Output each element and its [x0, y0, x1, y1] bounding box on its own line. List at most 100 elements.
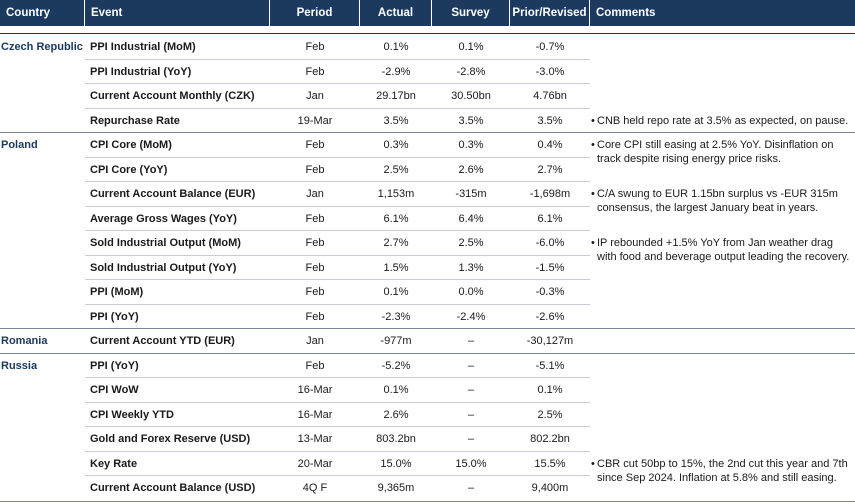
cell-actual: 15.0%	[380, 457, 412, 470]
cell-actual: 803.2bn	[376, 433, 416, 445]
country: Poland	[1, 139, 38, 151]
cell-survey: -2.4%	[456, 310, 486, 323]
cell-prior: -2.6%	[535, 310, 565, 323]
cell-survey: -315m	[455, 188, 487, 200]
cell-actual: 0.1%	[383, 286, 409, 298]
cell-survey: 15.0%	[455, 457, 487, 470]
cell-prior: -1,698m	[529, 188, 571, 200]
cell-period: Feb	[305, 310, 325, 323]
cell-actual: 2.7%	[383, 237, 409, 249]
cell-period: Feb	[305, 237, 325, 249]
cell-prior: -5.1%	[535, 359, 565, 372]
event: Current Account Balance (EUR)	[90, 188, 256, 200]
cell-survey: 0.1%	[458, 41, 484, 53]
cell-prior: 9,400m	[531, 482, 569, 494]
row-rule	[85, 230, 590, 231]
event: Key Rate	[90, 457, 138, 470]
cell-prior: 0.4%	[537, 139, 563, 151]
event: Current Account Balance (USD)	[90, 482, 256, 494]
cell-actual: 1.5%	[383, 261, 409, 274]
cell-period: Feb	[305, 212, 325, 225]
row-rule	[85, 83, 590, 84]
event: CPI Core (YoY)	[90, 163, 168, 176]
event: Gold and Forex Reserve (USD)	[90, 433, 251, 445]
event: PPI (MoM)	[90, 286, 144, 298]
row-rule	[85, 303, 590, 305]
cell-prior: 3.5%	[537, 114, 563, 127]
cell-survey: –	[467, 384, 475, 396]
cell-survey: 1.3%	[458, 261, 484, 274]
cell-period: 20-Mar	[297, 457, 333, 470]
header-cell: Period	[270, 0, 360, 26]
cell-survey: 2.6%	[458, 163, 484, 176]
cell-actual: 6.1%	[383, 212, 409, 225]
cell-period: Jan	[306, 335, 324, 347]
header-cell: Event	[85, 0, 270, 26]
cell-actual: 1,153m	[377, 188, 415, 200]
cell-period: 16-Mar	[297, 408, 333, 421]
row-rule	[85, 377, 590, 378]
cell-period: Feb	[305, 163, 325, 176]
cell-actual: -5.2%	[381, 359, 411, 372]
cell-prior: -30,127m	[526, 335, 574, 347]
cell-actual: 2.6%	[383, 408, 409, 421]
cell-actual: 0.3%	[383, 139, 409, 151]
cell-survey: 6.4%	[458, 212, 484, 225]
cell-survey: 0.3%	[458, 139, 484, 151]
row-rule	[85, 205, 590, 207]
event: Sold Industrial Output (MoM)	[90, 237, 241, 249]
event: Average Gross Wages (YoY)	[90, 212, 237, 225]
row-rule	[85, 156, 590, 158]
cell-actual: -2.3%	[381, 310, 411, 323]
row-rule	[85, 279, 590, 280]
cell-period: Feb	[305, 41, 325, 53]
bottom-rule	[0, 501, 855, 502]
cell-period: Feb	[305, 65, 325, 78]
cell-actual: 2.5%	[383, 163, 409, 176]
cell-prior: 4.76bn	[533, 90, 567, 102]
header-rule	[0, 33, 855, 34]
comment: Core CPI still easing at 2.5% YoY. Disin…	[591, 138, 853, 166]
cell-period: Jan	[306, 90, 324, 102]
event: PPI (YoY)	[90, 310, 139, 323]
cell-survey: –	[467, 482, 475, 494]
cell-survey: –	[467, 359, 475, 372]
row-rule	[85, 181, 590, 182]
cell-period: Jan	[306, 188, 324, 200]
cell-period: 19-Mar	[297, 114, 333, 127]
cell-prior: -3.0%	[535, 65, 565, 78]
event: PPI Industrial (YoY)	[90, 65, 192, 78]
row-rule	[85, 450, 590, 452]
cell-prior: 2.5%	[537, 408, 563, 421]
row-rule	[85, 401, 590, 403]
comment: CBR cut 50bp to 15%, the 2nd cut this ye…	[591, 457, 853, 485]
cell-prior: -0.7%	[535, 41, 565, 53]
event: Sold Industrial Output (YoY)	[90, 261, 237, 274]
cell-survey: –	[467, 335, 475, 347]
cell-prior: -6.0%	[535, 237, 565, 249]
comment: C/A swung to EUR 1.15bn surplus vs -EUR …	[591, 187, 853, 215]
cell-period: 13-Mar	[297, 433, 333, 445]
cell-survey: –	[467, 433, 475, 445]
cell-actual: 0.1%	[383, 384, 409, 396]
event: CPI WoW	[90, 384, 139, 396]
cell-actual: -977m	[380, 335, 412, 347]
group-rule	[0, 352, 855, 354]
country: Czech Republic	[1, 41, 83, 53]
cell-period: 4Q F	[302, 482, 328, 494]
event: PPI Industrial (MoM)	[90, 41, 196, 53]
cell-actual: 9,365m	[377, 482, 415, 494]
header-cell: Country	[0, 0, 85, 26]
event: CPI Core (MoM)	[90, 139, 172, 151]
cell-prior: 2.7%	[537, 163, 563, 176]
cell-prior: 802.2bn	[530, 433, 570, 445]
cell-survey: 3.5%	[458, 114, 484, 127]
group-rule	[0, 328, 855, 329]
event: CPI Weekly YTD	[90, 408, 174, 421]
cell-period: Feb	[305, 261, 325, 274]
cell-prior: 6.1%	[537, 212, 563, 225]
row-rule	[85, 475, 590, 476]
cell-actual: 3.5%	[383, 114, 409, 127]
country: Romania	[1, 335, 48, 347]
